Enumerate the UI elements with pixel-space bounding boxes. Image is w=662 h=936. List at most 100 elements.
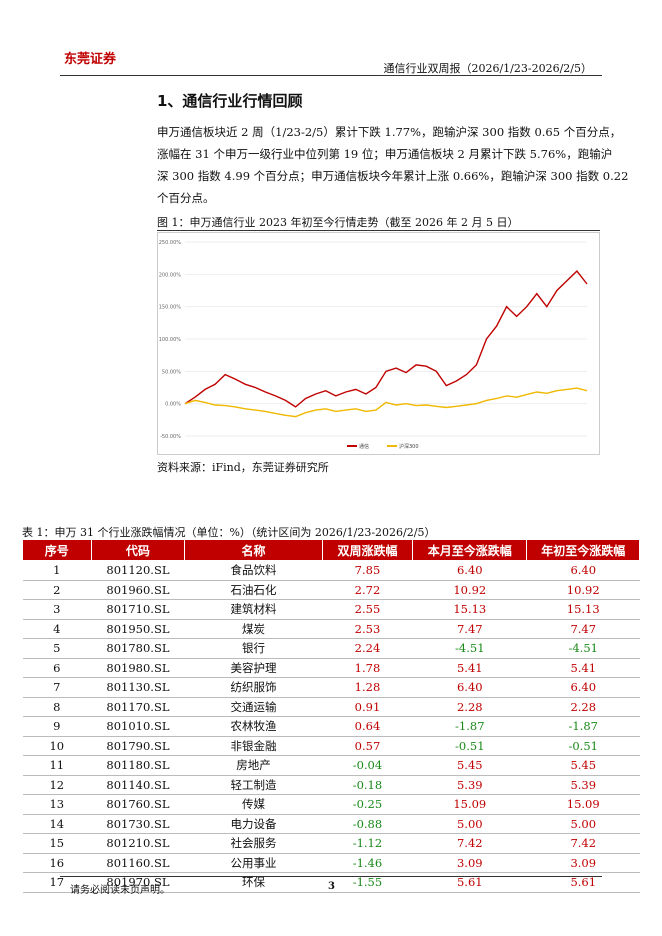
table-cell: 17 <box>22 872 92 893</box>
table-cell: 食品饮料 <box>184 560 323 581</box>
table-cell: 15.13 <box>526 599 640 620</box>
table-cell: 环保 <box>184 872 323 893</box>
table-row: 6 801980.SL 美容护理 1.78 5.41 5.41 <box>22 658 640 678</box>
table-cell: 轻工制造 <box>184 775 323 795</box>
source: 资料来源：iFind，东莞证券研究所 <box>157 461 329 474</box>
line-1 <box>184 387 588 418</box>
table-cell: 3.09 <box>412 853 527 873</box>
table-cell: -1.12 <box>322 833 413 854</box>
table-header: 代码 <box>90 539 186 561</box>
table-cell: 801130.SL <box>91 677 185 698</box>
y-tick-label: 100.00% <box>159 337 181 343</box>
table-cell: 2.72 <box>322 580 413 600</box>
table-cell: 15.09 <box>526 794 640 815</box>
table-cell: -1.46 <box>322 853 413 873</box>
legend-label: 沪深300 <box>399 443 419 450</box>
table-cell: 7 <box>22 677 92 698</box>
table-cell: 5.39 <box>526 775 640 795</box>
table-cell: 11 <box>22 755 92 776</box>
table-cell: -0.88 <box>322 814 413 834</box>
chart-frame <box>157 232 600 455</box>
table-header: 本月至今涨跌幅 <box>412 539 528 561</box>
table-cell: 1.28 <box>322 677 413 698</box>
paragraph-line: 涨幅在 31 个申万一级行业中位列第 19 位；申万通信板块 2 月累计下跌 5… <box>157 147 613 161</box>
table-row: 7 801130.SL 纺织服饰 1.28 6.40 6.40 <box>22 677 640 698</box>
figure-caption: 图 1：申万通信行业 2023 年初至今行情走势（截至 2026 年 2 月 5… <box>157 216 519 229</box>
table-cell: 13 <box>22 794 92 815</box>
caption-rule <box>157 230 600 231</box>
table-cell: 1.78 <box>322 658 413 678</box>
table-cell: -0.18 <box>322 775 413 795</box>
table-cell: 801170.SL <box>91 697 185 717</box>
table-cell: -0.51 <box>526 736 640 756</box>
table-cell: -0.25 <box>322 794 413 815</box>
section-title: 1、通信行业行情回顾 <box>157 92 303 110</box>
table-cell: 15.13 <box>412 599 527 620</box>
paragraph-line: 个百分点。 <box>157 191 215 205</box>
table-row: 17 801970.SL 环保 -1.55 5.61 5.61 <box>22 872 640 893</box>
footer-note: 请务必阅读末页声明。 <box>70 885 170 896</box>
table-row: 4 801950.SL 煤炭 2.53 7.47 7.47 <box>22 619 640 639</box>
table-row: 2 801960.SL 石油石化 2.72 10.92 10.92 <box>22 580 640 600</box>
table-cell: 0.91 <box>322 697 413 717</box>
header-rule <box>60 75 602 76</box>
table-cell: 农林牧渔 <box>184 716 323 737</box>
table-cell: -1.87 <box>526 716 640 737</box>
table-cell: 801140.SL <box>91 775 185 795</box>
table-row: 3 801710.SL 建筑材料 2.55 15.13 15.13 <box>22 599 640 620</box>
table-cell: 5.41 <box>412 658 527 678</box>
table-cell: 7.42 <box>526 833 640 854</box>
table-cell: 5.00 <box>412 814 527 834</box>
table-cell: 1 <box>22 560 92 581</box>
chart: -50.00% 0.00% 50.00% 100.00% 150.00% 200.00% 2… <box>157 232 600 455</box>
table-row: 14 801730.SL 电力设备 -0.88 5.00 5.00 <box>22 814 640 834</box>
table-cell: 0.64 <box>322 716 413 737</box>
table-cell: 801780.SL <box>91 638 185 659</box>
table-cell: 6.40 <box>526 677 640 698</box>
table-header: 名称 <box>184 539 323 561</box>
table-cell: 801760.SL <box>91 794 185 815</box>
table-cell: 7.47 <box>526 619 640 639</box>
table-cell: 纺织服饰 <box>184 677 323 698</box>
table-cell: -1.87 <box>412 716 527 737</box>
table-cell: 5 <box>22 638 92 659</box>
table-cell: 801710.SL <box>91 599 185 620</box>
header-title: 通信行业双周报（2026/1/23-2026/2/5） <box>383 62 592 75</box>
table-cell: 2 <box>22 580 92 600</box>
table-cell: 5.61 <box>526 872 640 893</box>
table-cell: 10.92 <box>412 580 527 600</box>
table-cell: 7.47 <box>412 619 527 639</box>
table-cell: 银行 <box>184 638 323 659</box>
table-cell: 5.39 <box>412 775 527 795</box>
table-cell: 6.40 <box>412 560 527 581</box>
table-cell: -4.51 <box>526 638 640 659</box>
table-row: 12 801140.SL 轻工制造 -0.18 5.39 5.39 <box>22 775 640 795</box>
table-cell: 2.24 <box>322 638 413 659</box>
table-cell: 12 <box>22 775 92 795</box>
table-cell: 房地产 <box>184 755 323 776</box>
table-row: 1 801120.SL 食品饮料 7.85 6.40 6.40 <box>22 560 640 581</box>
table-cell: 16 <box>22 853 92 873</box>
table-cell: 10.92 <box>526 580 640 600</box>
y-tick-label: -50.00% <box>160 434 181 440</box>
table-row: 8 801170.SL 交通运输 0.91 2.28 2.28 <box>22 697 640 717</box>
table-cell: 801180.SL <box>91 755 185 776</box>
table-cell: 6.40 <box>412 677 527 698</box>
table-cell: 801210.SL <box>91 833 185 854</box>
table-cell: 801960.SL <box>91 580 185 600</box>
table-cell: 801010.SL <box>91 716 185 737</box>
line-0 <box>184 270 588 408</box>
table-cell: 美容护理 <box>184 658 323 678</box>
table-row: 10 801790.SL 非银金融 0.57 -0.51 -0.51 <box>22 736 640 756</box>
table-cell: 交通运输 <box>184 697 323 717</box>
y-tick-label: 50.00% <box>162 369 181 375</box>
paragraph: 申万通信板块近 2 周（1/23-2/5）累计下跌 1.77%，跑输沪深 300… <box>157 121 628 209</box>
table-cell: 14 <box>22 814 92 834</box>
table-row: 9 801010.SL 农林牧渔 0.64 -1.87 -1.87 <box>22 716 640 737</box>
table-cell: 煤炭 <box>184 619 323 639</box>
table-cell: 电力设备 <box>184 814 323 834</box>
table-cell: 801120.SL <box>91 560 185 581</box>
table-cell: 7.85 <box>322 560 413 581</box>
table-cell: 6.40 <box>526 560 640 581</box>
